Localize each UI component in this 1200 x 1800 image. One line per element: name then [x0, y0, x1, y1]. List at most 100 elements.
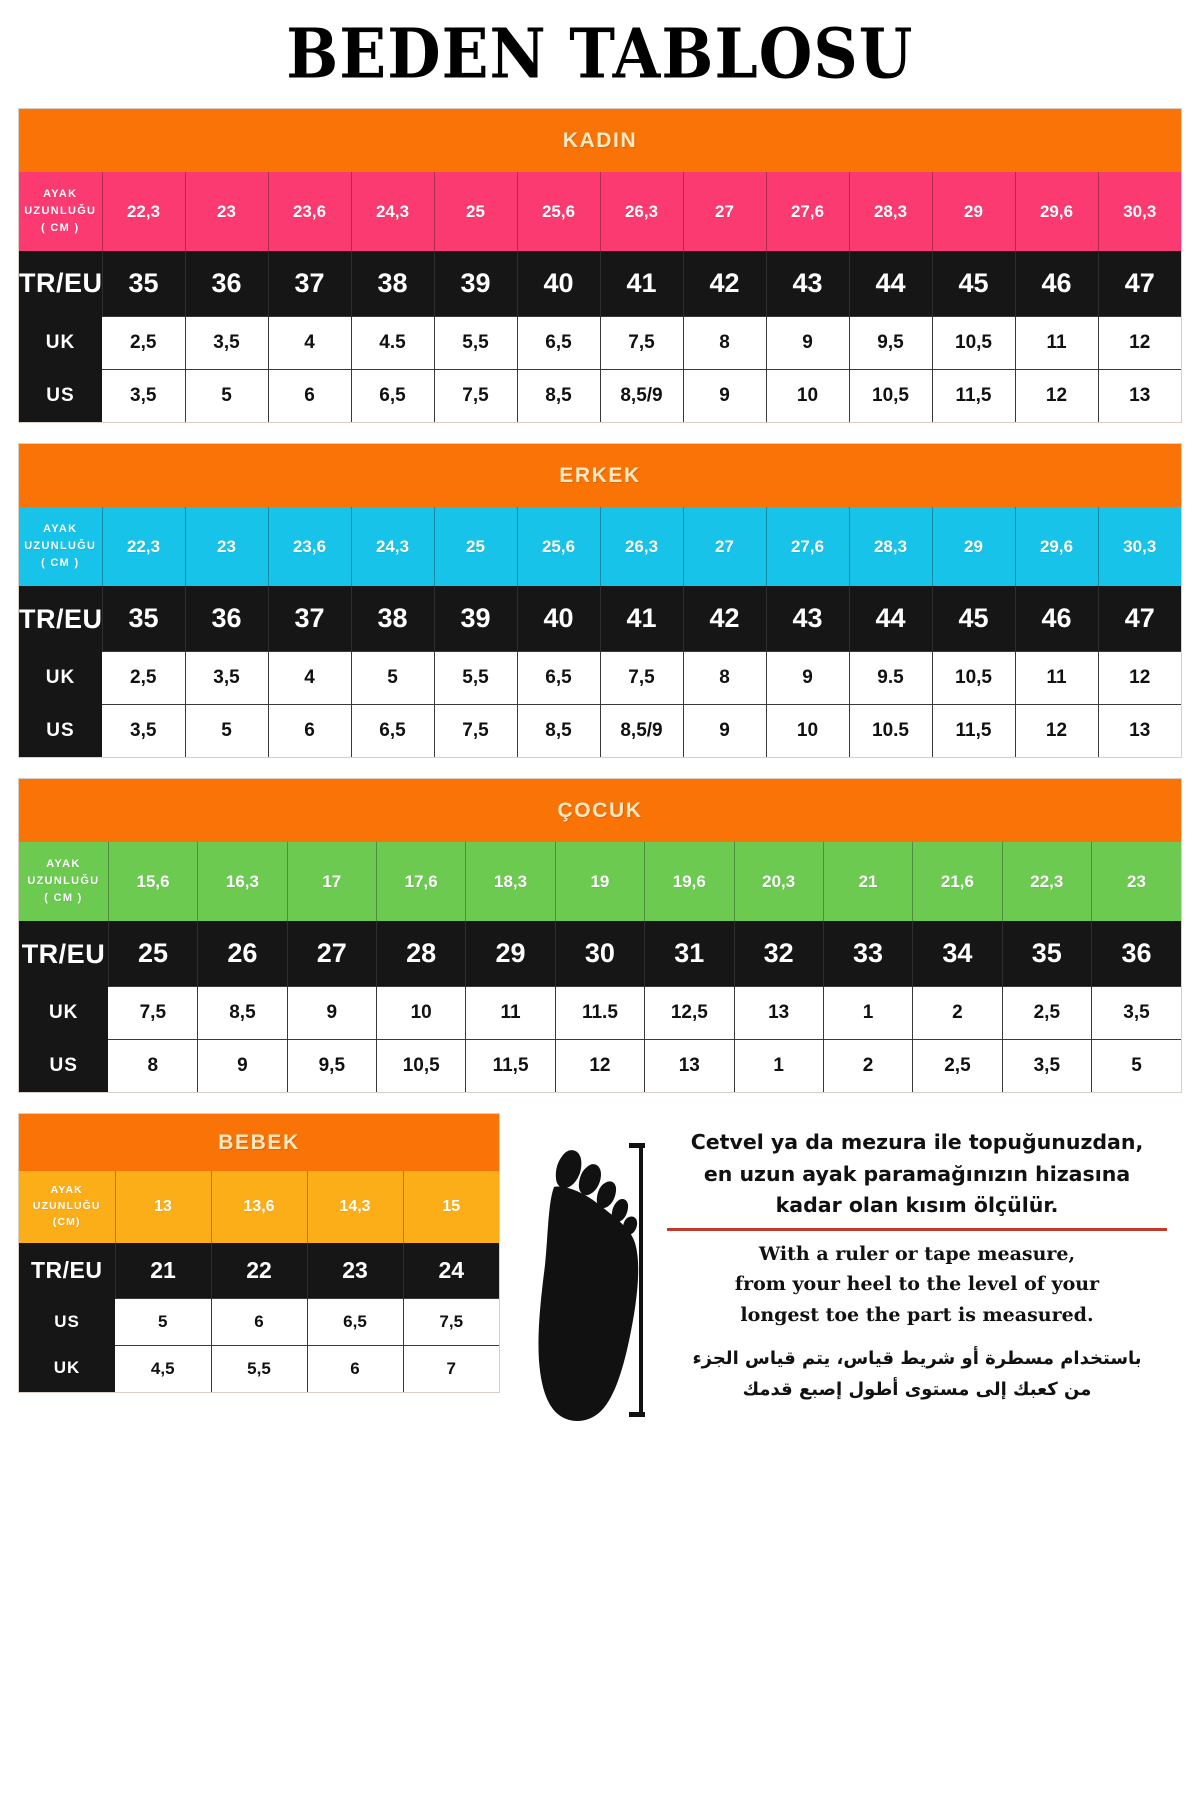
us-cell: 9 — [197, 1039, 288, 1093]
us-cell: 10 — [766, 704, 850, 758]
uk-cell: 2,5 — [102, 316, 186, 370]
cm-cell: 23 — [185, 172, 269, 252]
eu-cell: 43 — [766, 251, 850, 317]
uk-cell: 9 — [766, 651, 850, 705]
cm-cell: 23,6 — [268, 507, 352, 587]
us-cell: 7,5 — [403, 1297, 499, 1346]
us-row-label: US — [19, 704, 102, 758]
uk-cell: 3,5 — [185, 651, 269, 705]
page-title-wrap: BEDEN TABLOSU — [18, 0, 1182, 108]
cm-label-text: AYAK UZUNLUĞU — [24, 188, 97, 218]
eu-cell: 47 — [1098, 586, 1181, 652]
uk-cell: 9 — [766, 316, 850, 370]
uk-cell: 12 — [1098, 316, 1181, 370]
uk-cell: 8 — [683, 316, 767, 370]
cm-cell: 22,3 — [1002, 842, 1093, 922]
uk-cell: 11 — [1015, 651, 1099, 705]
us-cell: 5 — [115, 1297, 212, 1346]
cm-cell: 18,3 — [465, 842, 556, 922]
cm-cell: 17,6 — [376, 842, 467, 922]
uk-cell: 1 — [823, 986, 914, 1040]
instruction-ar-line-2: من كعبك إلى مستوى أطول إصبع قدمك — [742, 1378, 1092, 1400]
eu-cell: 30 — [555, 921, 646, 987]
us-cell: 7,5 — [434, 704, 518, 758]
us-row: US 5 6 6,5 7,5 — [19, 1297, 499, 1346]
us-cell: 10,5 — [376, 1039, 467, 1093]
us-cell: 6 — [268, 369, 352, 423]
cm-cell: 29 — [932, 507, 1016, 587]
cm-cell: 19,6 — [644, 842, 735, 922]
eu-cell: 47 — [1098, 251, 1181, 317]
table-band-cocuk: ÇOCUK — [19, 779, 1181, 843]
us-cell: 13 — [1098, 704, 1181, 758]
eu-cell: 25 — [108, 921, 199, 987]
cm-cell: 24,3 — [351, 172, 435, 252]
eu-row: TR/EU 25 26 27 28 29 30 31 32 33 34 35 3… — [19, 921, 1181, 987]
eu-row: TR/EU 35 36 37 38 39 40 41 42 43 44 45 4… — [19, 251, 1181, 317]
table-bebek: AYAK UZUNLUĞU (CM) 13 13,6 14,3 15 TR/EU… — [19, 1171, 499, 1392]
cm-cell: 23,6 — [268, 172, 352, 252]
uk-cell: 11.5 — [555, 986, 646, 1040]
cm-cell: 27,6 — [766, 172, 850, 252]
uk-cell: 4.5 — [351, 316, 435, 370]
eu-cell: 27 — [287, 921, 378, 987]
size-table-bebek: BEBEK AYAK UZUNLUĞU (CM) 13 13,6 14,3 15… — [18, 1113, 500, 1393]
instruction-tr-line-1: Cetvel ya da mezura ile topuğunuzdan, — [690, 1130, 1144, 1155]
cm-cell: 23 — [1091, 842, 1181, 922]
uk-cell: 6,5 — [517, 316, 601, 370]
eu-cell: 36 — [185, 251, 269, 317]
us-cell: 9,5 — [287, 1039, 378, 1093]
cm-cell: 22,3 — [102, 507, 186, 587]
us-cell: 8 — [108, 1039, 199, 1093]
table-band-erkek: ERKEK — [19, 444, 1181, 508]
uk-row: UK 2,5 3,5 4 4.5 5,5 6,5 7,5 8 9 9,5 10,… — [19, 316, 1181, 370]
cm-row-label: AYAK UZUNLUĞU (CM) — [19, 1171, 116, 1243]
eu-row: TR/EU 21 22 23 24 — [19, 1242, 499, 1299]
eu-cell: 43 — [766, 586, 850, 652]
uk-cell: 7,5 — [600, 651, 684, 705]
eu-cell: 26 — [197, 921, 288, 987]
us-cell: 5 — [185, 369, 269, 423]
size-table-cocuk: ÇOCUK AYAK UZUNLUĞU ( CM ) 15,6 16,3 17 … — [18, 778, 1182, 1094]
uk-row-label: UK — [19, 316, 102, 370]
uk-cell: 2,5 — [1002, 986, 1093, 1040]
cm-cell: 20,3 — [734, 842, 824, 922]
uk-cell: 5 — [351, 651, 435, 705]
us-cell: 2,5 — [912, 1039, 1003, 1093]
eu-cell: 31 — [644, 921, 735, 987]
uk-cell: 11 — [1015, 316, 1099, 370]
instruction-en-line-2: from your heel to the level of your — [734, 1273, 1100, 1296]
uk-cell: 4 — [268, 316, 352, 370]
instruction-arabic: باستخدام مسطرة أو شريط قياس، يتم قياس ال… — [662, 1344, 1172, 1405]
uk-row-label: UK — [19, 1345, 115, 1392]
cm-cell: 15 — [403, 1171, 499, 1243]
eu-cell: 38 — [351, 251, 435, 317]
us-cell: 11,5 — [932, 704, 1016, 758]
us-cell: 8,5/9 — [600, 369, 684, 423]
eu-cell: 34 — [912, 921, 1003, 987]
cm-row: AYAK UZUNLUĞU ( CM ) 22,3 23 23,6 24,3 2… — [19, 172, 1181, 252]
uk-cell: 10 — [376, 986, 467, 1040]
us-cell: 12 — [1015, 369, 1099, 423]
uk-cell: 12 — [1098, 651, 1181, 705]
eu-cell: 42 — [683, 586, 767, 652]
instruction-en-line-3: longest toe the part is measured. — [740, 1303, 1094, 1326]
eu-cell: 40 — [517, 251, 601, 317]
cm-cell: 19 — [555, 842, 646, 922]
eu-cell: 29 — [465, 921, 556, 987]
cm-label-unit: ( CM ) — [41, 222, 80, 235]
uk-cell: 6,5 — [517, 651, 601, 705]
table-band-bebek: BEBEK — [19, 1114, 499, 1172]
eu-cell: 37 — [268, 586, 352, 652]
cm-cell: 28,3 — [849, 507, 933, 587]
us-cell: 5 — [185, 704, 269, 758]
eu-cell: 38 — [351, 586, 435, 652]
us-cell: 6 — [211, 1297, 308, 1346]
table-kadin: AYAK UZUNLUĞU ( CM ) 22,3 23 23,6 24,3 2… — [19, 172, 1181, 423]
cm-label-text: AYAK UZUNLUĞU — [32, 1184, 101, 1213]
us-cell: 6 — [268, 704, 352, 758]
uk-cell: 7 — [403, 1344, 499, 1392]
cm-cell: 30,3 — [1098, 507, 1181, 587]
uk-cell: 9 — [287, 986, 378, 1040]
cm-cell: 30,3 — [1098, 172, 1181, 252]
